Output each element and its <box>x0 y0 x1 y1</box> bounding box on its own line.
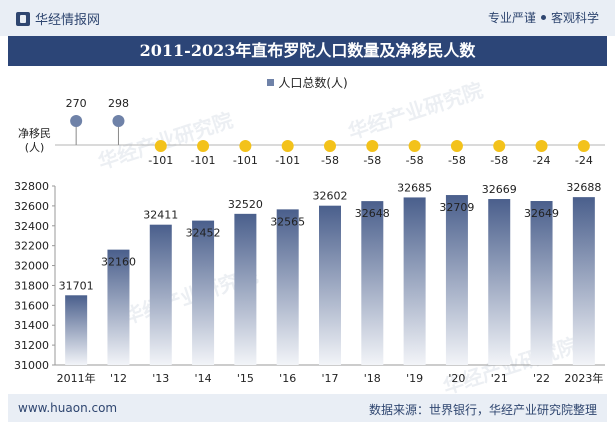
net-migration-value: -24 <box>533 154 551 167</box>
bar-value-label: 32452 <box>186 227 221 240</box>
net-migration-label-line2: (人) <box>24 141 45 154</box>
footer-site-link[interactable]: www.huaon.com <box>18 401 118 415</box>
bar-value-label: 32685 <box>397 181 432 194</box>
bar-value-label: 32648 <box>355 207 390 220</box>
x-tick-label: '17 <box>321 372 338 385</box>
bar-value-label: 32709 <box>439 201 474 214</box>
legend-swatch <box>267 79 275 86</box>
bar <box>530 201 553 365</box>
x-tick-label: 2023年 <box>564 371 603 385</box>
y-tick-label: 32600 <box>14 200 49 213</box>
brand-name: 华经情报网 <box>35 13 101 28</box>
bar <box>276 209 299 365</box>
net-migration-dot <box>324 140 336 152</box>
net-migration-dot <box>408 140 421 152</box>
x-tick-label: '22 <box>533 372 550 385</box>
x-tick-label: '19 <box>406 372 423 385</box>
tagline-dot-icon <box>540 15 546 20</box>
y-tick-label: 31400 <box>14 319 49 332</box>
bar <box>234 213 257 365</box>
y-tick-label: 31600 <box>14 299 49 312</box>
bar <box>319 205 341 365</box>
brand-logo-icon <box>16 12 30 26</box>
bar-value-label: 32160 <box>101 256 136 269</box>
net-migration-dot <box>535 140 548 152</box>
bar-value-label: 32602 <box>313 190 348 203</box>
tagline: 专业严谨 客观科学 <box>488 9 599 26</box>
x-tick-label: '13 <box>152 372 169 385</box>
y-tick-label: 32800 <box>14 180 49 193</box>
net-migration-value: 270 <box>66 97 87 110</box>
x-tick-label: 2011年 <box>57 371 96 385</box>
net-migration-dot <box>239 140 252 152</box>
x-tick-label: '18 <box>364 372 381 385</box>
y-tick-label: 32400 <box>14 220 49 233</box>
net-migration-dot <box>112 115 125 127</box>
x-tick-label: '15 <box>237 372 254 385</box>
chart-legend: 人口总数(人) <box>0 74 615 91</box>
bar-value-label: 31701 <box>59 279 94 292</box>
chart-title: 2011-2023年直布罗陀人口数量及净移民人数 <box>8 36 607 66</box>
net-migration-dot <box>281 140 294 152</box>
y-tick-label: 31000 <box>14 359 49 372</box>
x-tick-label: '14 <box>195 372 212 385</box>
legend-label: 人口总数(人) <box>278 76 348 90</box>
net-migration-value: -101 <box>148 154 173 167</box>
tagline-right: 客观科学 <box>550 11 599 25</box>
footer: www.huaon.com 数据来源：世界银行，华经产业研究院整理 <box>8 394 607 422</box>
net-migration-value: 298 <box>108 97 129 110</box>
net-migration-value: -101 <box>275 154 300 167</box>
tagline-left: 专业严谨 <box>487 11 536 25</box>
net-migration-label-line1: 净移民 <box>18 127 51 140</box>
footer-source: 数据来源：世界银行，华经产业研究院整理 <box>368 403 597 417</box>
net-migration-value: -58 <box>448 154 466 167</box>
net-migration-value: -58 <box>321 154 339 167</box>
net-migration-dot <box>493 140 506 152</box>
bar <box>65 295 88 365</box>
x-tick-label: '12 <box>110 372 127 385</box>
x-tick-label: '20 <box>448 372 465 385</box>
bar <box>572 197 595 365</box>
net-migration-dot <box>366 140 379 152</box>
bar <box>488 199 511 365</box>
bar <box>445 195 468 365</box>
net-migration-value: -101 <box>233 154 258 167</box>
net-migration-value: -101 <box>191 154 216 167</box>
bar-value-label: 32565 <box>270 215 305 228</box>
net-migration-dot <box>197 140 210 152</box>
bar <box>361 201 384 365</box>
y-tick-label: 31200 <box>14 339 49 352</box>
bar <box>192 220 215 365</box>
bar <box>107 249 130 365</box>
net-migration-axis-label: 净移民 (人) <box>18 127 51 155</box>
bar-value-label: 32649 <box>524 207 559 220</box>
bar-value-label: 32411 <box>143 209 178 222</box>
net-migration-dot <box>154 140 167 152</box>
net-migration-value: -24 <box>575 154 593 167</box>
x-tick-label: '16 <box>279 372 296 385</box>
bar-value-label: 32520 <box>228 198 263 211</box>
top-bar: 华经情报网 专业严谨 客观科学 <box>0 0 615 36</box>
net-migration-dot <box>70 115 83 127</box>
y-tick-label: 32200 <box>14 240 49 253</box>
bar-value-label: 32688 <box>566 181 601 194</box>
net-migration-dot <box>450 140 463 152</box>
net-migration-value: -58 <box>363 154 381 167</box>
net-migration-value: -58 <box>406 154 424 167</box>
net-migration-value: -58 <box>490 154 508 167</box>
net-migration-dot <box>577 140 590 152</box>
y-tick-label: 31800 <box>14 279 49 292</box>
y-tick-label: 32000 <box>14 260 49 273</box>
x-tick-label: '21 <box>491 372 508 385</box>
brand: 华经情报网 <box>16 9 100 28</box>
bar-value-label: 32669 <box>482 183 517 196</box>
bar <box>403 197 426 365</box>
bar <box>149 224 172 365</box>
